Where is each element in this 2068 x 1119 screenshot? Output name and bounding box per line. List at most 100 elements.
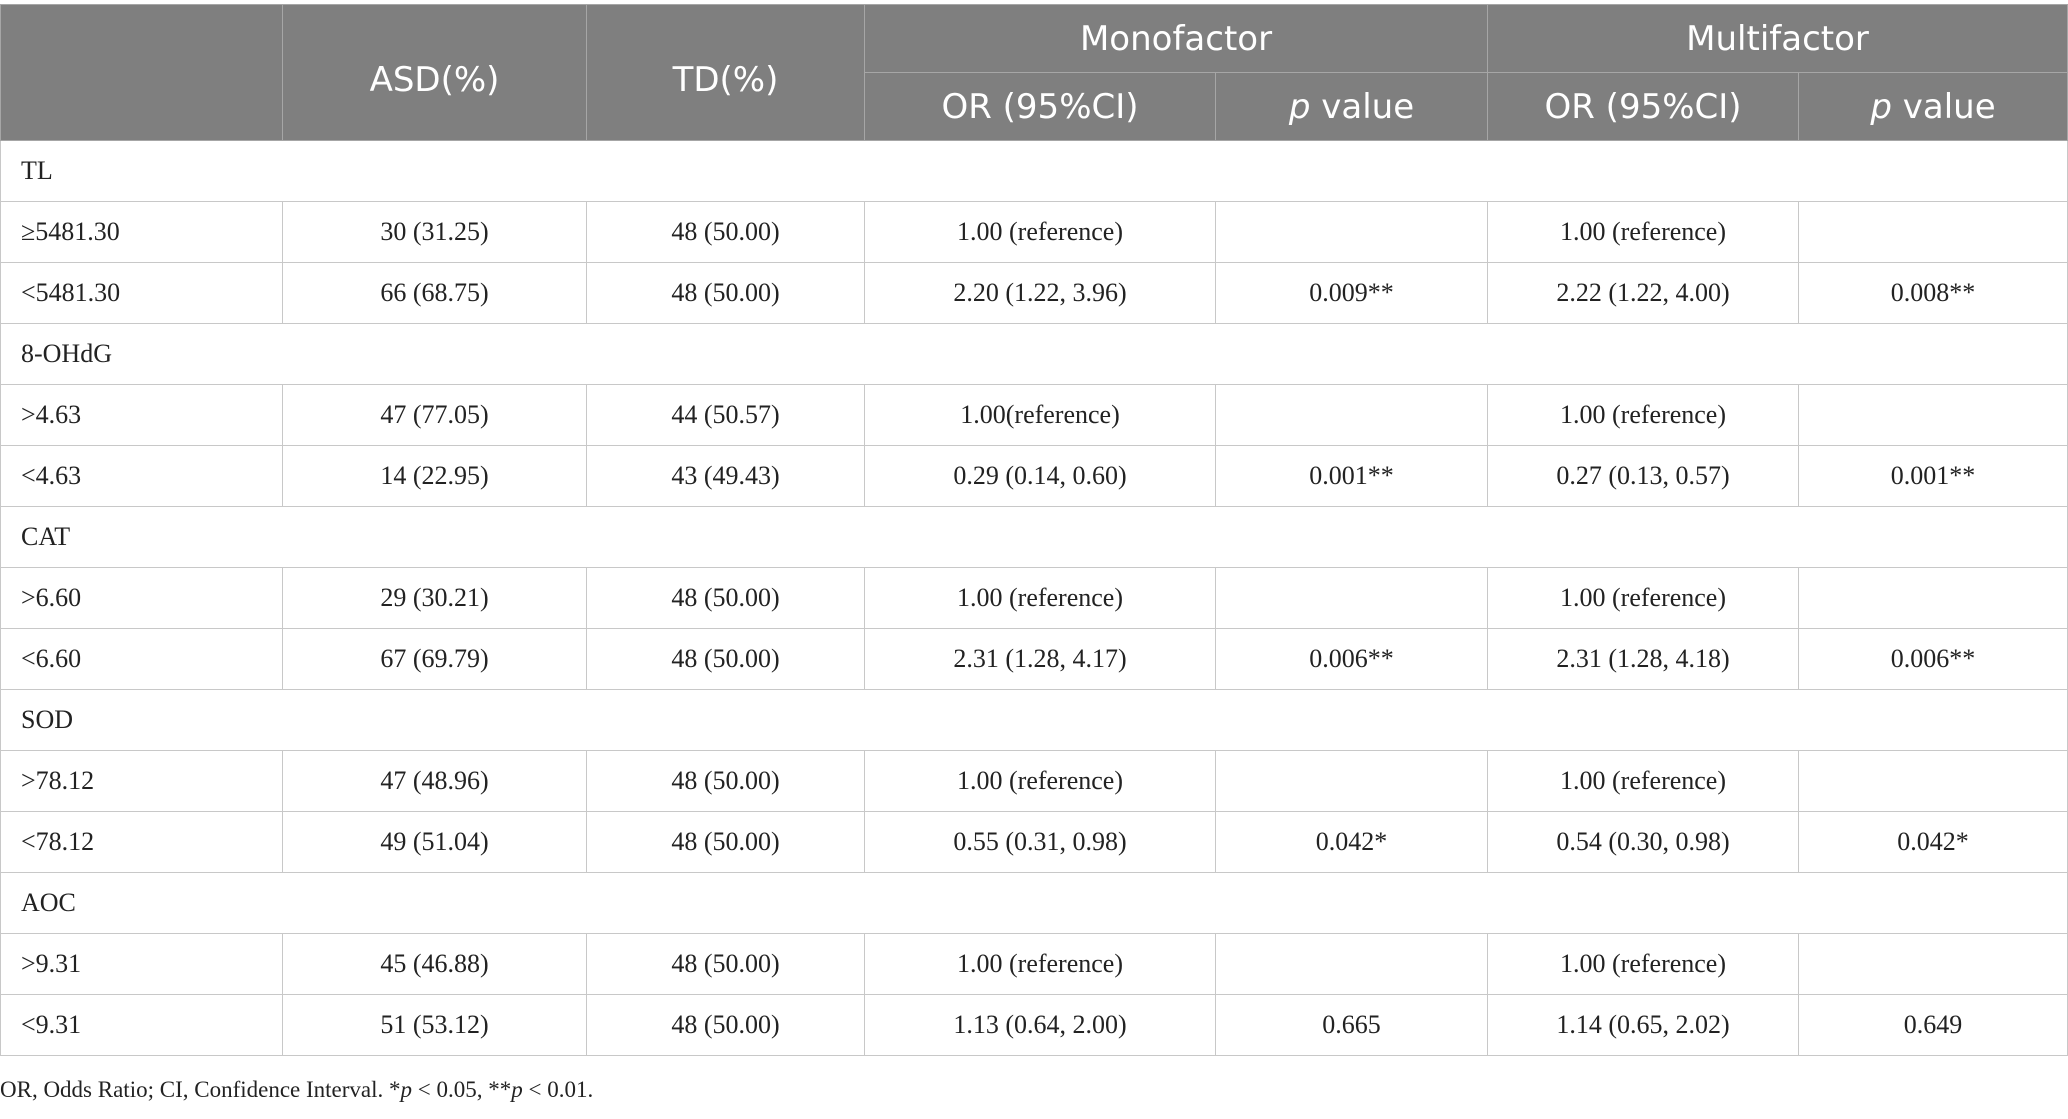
asd-cell: 14 (22.95) [282,445,587,507]
td-cell: 48 (50.00) [586,750,865,812]
asd-cell: 47 (77.05) [282,384,587,446]
mono-p-cell [1214,567,1489,629]
odds-ratio-table: ASD(%) TD(%) Monofactor Multifactor OR (… [0,4,2068,1056]
mono-or-cell: 1.00 (reference) [864,201,1216,263]
row-label-cell: >9.31 [0,933,283,995]
group-row: CAT [0,506,2068,568]
row-label-cell: <9.31 [0,994,283,1056]
td-cell: 48 (50.00) [586,201,865,263]
group-label: CAT [0,506,2068,568]
group-label: 8-OHdG [0,323,2068,385]
table-body: TL ≥5481.30 30 (31.25) 48 (50.00) 1.00 (refe… [0,140,2068,1056]
multi-or-cell: 0.27 (0.13, 0.57) [1487,445,1800,507]
multi-or-cell: 0.54 (0.30, 0.98) [1487,811,1800,873]
mono-p-cell [1214,750,1489,812]
asd-cell: 67 (69.79) [282,628,587,690]
header-asd: ASD(%) [282,4,587,141]
mono-or-cell: 1.00 (reference) [864,567,1216,629]
multi-or-cell: 1.00 (reference) [1487,384,1800,446]
footnote-p-1: p [400,1077,413,1102]
table-row: <9.31 51 (53.12) 48 (50.00) 1.13 (0.64, 2.0… [0,994,2068,1056]
asd-cell: 51 (53.12) [282,994,587,1056]
mono-or-cell: 2.20 (1.22, 3.96) [864,262,1216,324]
multi-p-cell [1798,750,2068,812]
p-italic: p [1288,86,1311,127]
mono-p-cell [1214,933,1489,995]
footnote-text-1: OR, Odds Ratio; CI, Confidence Interval.… [0,1077,401,1102]
row-label-cell: <5481.30 [0,262,283,324]
mono-p-cell: 0.006** [1214,628,1489,690]
group-row: TL [0,140,2068,202]
row-label-cell: >4.63 [0,384,283,446]
group-row: 8-OHdG [0,323,2068,385]
td-cell: 48 (50.00) [586,933,865,995]
header-multi-p: p value [1798,72,2068,141]
multi-p-cell: 0.001** [1798,445,2068,507]
td-cell: 48 (50.00) [586,811,865,873]
header-blank-cell [0,4,283,141]
row-label-cell: <78.12 [0,811,283,873]
td-cell: 48 (50.00) [586,994,865,1056]
td-cell: 48 (50.00) [586,628,865,690]
asd-cell: 45 (46.88) [282,933,587,995]
td-cell: 44 (50.57) [586,384,865,446]
footnote-p-2: p [511,1077,523,1102]
table-row: <6.60 67 (69.79) 48 (50.00) 2.31 (1.28, 4.1… [0,628,2068,690]
mono-or-cell: 0.29 (0.14, 0.60) [864,445,1216,507]
multi-p-cell [1798,384,2068,446]
multi-p-cell [1798,201,2068,263]
footnote-text-3: < 0.01. [522,1077,594,1102]
multi-p-cell [1798,567,2068,629]
footnote-text-2: < 0.05, ** [412,1077,512,1102]
asd-cell: 29 (30.21) [282,567,587,629]
table-row: >6.60 29 (30.21) 48 (50.00) 1.00 (reference… [0,567,2068,629]
multi-p-cell: 0.006** [1798,628,2068,690]
header-mono-p: p value [1214,72,1489,141]
table-row: <4.63 14 (22.95) 43 (49.43) 0.29 (0.14, 0.6… [0,445,2068,507]
asd-cell: 49 (51.04) [282,811,587,873]
multi-p-cell: 0.042* [1798,811,2068,873]
mono-or-cell: 1.13 (0.64, 2.00) [864,994,1216,1056]
mono-or-cell: 2.31 (1.28, 4.17) [864,628,1216,690]
multi-p-cell: 0.008** [1798,262,2068,324]
header-multi-or: OR (95%CI) [1487,72,1800,141]
mono-or-cell: 0.55 (0.31, 0.98) [864,811,1216,873]
table-header: ASD(%) TD(%) Monofactor Multifactor OR (… [0,4,2068,141]
multi-or-cell: 2.31 (1.28, 4.18) [1487,628,1800,690]
row-label-cell: ≥5481.30 [0,201,283,263]
p-rest: value [1891,86,1996,127]
header-monofactor: Monofactor [863,4,1489,73]
row-label-cell: >6.60 [0,567,283,629]
row-label-cell: <6.60 [0,628,283,690]
results-table-container: ASD(%) TD(%) Monofactor Multifactor OR (… [0,4,2068,1056]
mono-p-cell [1214,384,1489,446]
header-td: TD(%) [586,4,865,141]
mono-p-cell [1214,201,1489,263]
table-row: ≥5481.30 30 (31.25) 48 (50.00) 1.00 (refere… [0,201,2068,263]
multi-or-cell: 1.00 (reference) [1487,933,1800,995]
group-label: TL [0,140,2068,202]
group-label: SOD [0,689,2068,751]
multi-or-cell: 1.00 (reference) [1487,750,1800,812]
multi-p-cell: 0.649 [1798,994,2068,1056]
mono-p-cell: 0.001** [1214,445,1489,507]
mono-p-cell: 0.009** [1214,262,1489,324]
mono-or-cell: 1.00 (reference) [864,933,1216,995]
multi-or-cell: 1.00 (reference) [1487,201,1800,263]
group-row: SOD [0,689,2068,751]
multi-or-cell: 1.00 (reference) [1487,567,1800,629]
multi-or-cell: 1.14 (0.65, 2.02) [1487,994,1800,1056]
td-cell: 48 (50.00) [586,262,865,324]
row-label-cell: <4.63 [0,445,283,507]
mono-or-cell: 1.00(reference) [864,384,1216,446]
p-italic: p [1870,86,1892,127]
header-multifactor: Multifactor [1487,4,2068,73]
asd-cell: 66 (68.75) [282,262,587,324]
table-row: <5481.30 66 (68.75) 48 (50.00) 2.20 (1.22, … [0,262,2068,324]
table-row: >78.12 47 (48.96) 48 (50.00) 1.00 (referenc… [0,750,2068,812]
asd-cell: 47 (48.96) [282,750,587,812]
multi-p-cell [1798,933,2068,995]
table-row: <78.12 49 (51.04) 48 (50.00) 0.55 (0.31, 0.… [0,811,2068,873]
p-rest: value [1310,86,1415,127]
row-label-cell: >78.12 [0,750,283,812]
